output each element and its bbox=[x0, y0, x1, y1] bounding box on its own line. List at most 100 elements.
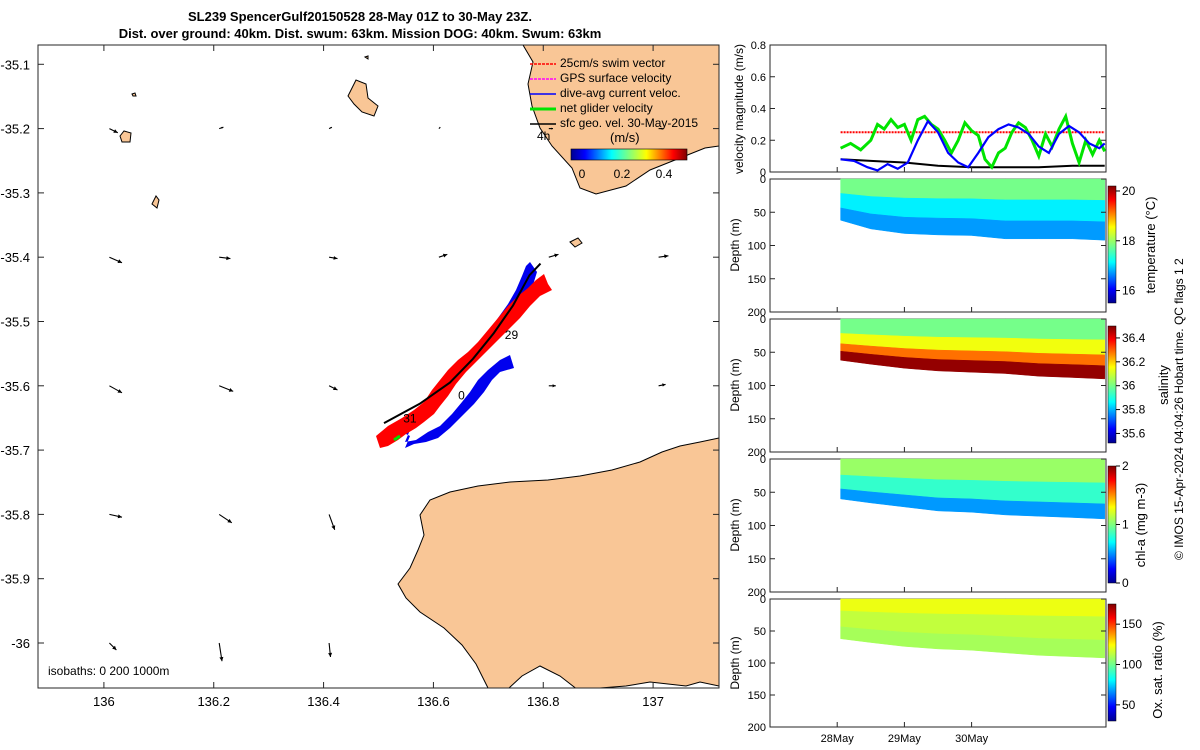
temperature-colorbar-tick-label: 18 bbox=[1122, 234, 1136, 248]
velocity-vector bbox=[219, 256, 231, 261]
island bbox=[569, 237, 583, 248]
salinity-colorbar-tick-label: 36 bbox=[1122, 379, 1136, 393]
velocity-axes-frame bbox=[769, 44, 1107, 173]
sfc-geo-velocity-vectors bbox=[109, 126, 669, 662]
map-ytick-label: -35.3 bbox=[0, 186, 30, 201]
velocity-vector bbox=[219, 126, 224, 130]
velocity-ytick-label: 0.4 bbox=[751, 104, 766, 116]
map-ytick-label: -35.4 bbox=[0, 250, 30, 265]
velocity-vector bbox=[438, 253, 448, 258]
legend-label-sfc: sfc geo. vel. 30-May-2015 bbox=[560, 116, 698, 130]
oxygen-colorbar-tick-label: 100 bbox=[1122, 658, 1142, 672]
map-ticks: 136 136.2 136.4 136.6 136.8 137 -35.1 -35.2 -35.… bbox=[0, 45, 719, 709]
map-ytick-label: -36 bbox=[11, 636, 30, 651]
colorbar-units: (m/s) bbox=[610, 130, 640, 145]
date-tick-label: 30May bbox=[955, 733, 989, 745]
velocity-ytick-label: 0.2 bbox=[751, 135, 766, 147]
series-net-glider-velocity bbox=[839, 112, 1107, 170]
chlorophyll-colorbar-tick-label: 1 bbox=[1122, 518, 1129, 532]
map-ytick-label: -35.2 bbox=[0, 122, 30, 137]
chlorophyll-ytick-label: 50 bbox=[754, 487, 766, 499]
map-xtick-label: 136.4 bbox=[307, 694, 340, 709]
date-axis: 28May 29May 30May bbox=[821, 167, 989, 745]
chlorophyll-ytick-label: 200 bbox=[748, 587, 766, 599]
island bbox=[131, 92, 137, 97]
velocity-ticks: 0 0.2 0.4 0.6 0.8 bbox=[751, 40, 1106, 179]
map-legend: 25cm/s swim vector GPS surface velocity … bbox=[530, 56, 698, 143]
salinity-ytick-label: 0 bbox=[760, 314, 766, 326]
temperature-clabel: temperature (°C) bbox=[1143, 197, 1158, 294]
series-dive-avg-current bbox=[840, 119, 1106, 172]
velocity-vector bbox=[109, 256, 123, 264]
chlorophyll-ylabel: Depth (m) bbox=[728, 498, 742, 551]
speed-colorbar: (m/s) 0 0.2 0.4 bbox=[570, 130, 688, 181]
map-ytick-label: -35.1 bbox=[0, 57, 30, 72]
salinity-colorbar-tick-label: 35.6 bbox=[1122, 426, 1146, 440]
chlorophyll-colorbar-ticks: 0 1 2 bbox=[1116, 459, 1129, 590]
velocity-vector bbox=[548, 253, 559, 258]
map-xtick-label: 137 bbox=[642, 694, 664, 709]
map-panel: 29 0 31 136 136.2 136.4 136.6 136.8 137 -35.1 -… bbox=[0, 44, 720, 709]
chlorophyll-colorbar-tick-label: 2 bbox=[1122, 459, 1129, 473]
map-xtick-label: 136 bbox=[93, 694, 115, 709]
oxygen-layer bbox=[840, 626, 1105, 659]
chlorophyll-ytick-label: 100 bbox=[748, 521, 766, 533]
credit-text: © IMOS 15-Apr-2024 04:04:26 Hobart time.… bbox=[1172, 258, 1186, 560]
temperature-colorbar-tick-label: 20 bbox=[1122, 184, 1136, 198]
figure-title-line-2: Dist. over ground: 40km. Dist. swum: 63k… bbox=[118, 26, 602, 41]
temperature-ticks: 0 50 100 150 200 bbox=[748, 174, 1106, 319]
map-ytick-label: -35.9 bbox=[0, 572, 30, 587]
oxygen-ylabel: Depth (m) bbox=[728, 636, 742, 689]
velocity-vector bbox=[438, 126, 441, 129]
salinity-colorbar-tick-label: 36.2 bbox=[1122, 355, 1146, 369]
velocity-vector bbox=[658, 383, 666, 387]
swim-vector-swath bbox=[376, 274, 552, 448]
temperature-panel: 0 50 100 150 200 Depth (m) 16 18 20 temperatur… bbox=[728, 174, 1158, 319]
salinity-ytick-label: 150 bbox=[748, 414, 766, 426]
velocity-vector bbox=[658, 254, 669, 259]
velocity-vector bbox=[548, 384, 556, 388]
glider-track-layer: 29 0 31 bbox=[376, 262, 552, 448]
temperature-section bbox=[840, 178, 1105, 241]
velocity-vector bbox=[548, 127, 553, 130]
velocity-vector bbox=[328, 514, 336, 530]
map-ytick-label: -35.5 bbox=[0, 314, 30, 329]
salinity-section bbox=[840, 318, 1105, 380]
map-axes-frame bbox=[37, 44, 720, 689]
temperature-ytick-label: 50 bbox=[754, 207, 766, 219]
oxygen-colorbar-tick-label: 50 bbox=[1122, 698, 1136, 712]
velocity-panel: 0 0.2 0.4 0.6 0.8 velocity magnitude (m/s) bbox=[732, 40, 1107, 179]
salinity-colorbar-tick-label: 35.8 bbox=[1122, 403, 1146, 417]
salinity-ytick-label: 100 bbox=[748, 381, 766, 393]
island bbox=[119, 130, 132, 143]
velocity-vector bbox=[328, 642, 333, 658]
kangaroo-island-landmass bbox=[397, 437, 719, 688]
map-xtick-label: 136.2 bbox=[197, 694, 230, 709]
oxygen-ytick-label: 100 bbox=[748, 658, 766, 670]
colorbar-tick: 0.4 bbox=[656, 167, 673, 181]
oxygen-colorbar bbox=[1107, 603, 1117, 722]
legend-label-swim: 25cm/s swim vector bbox=[560, 56, 665, 70]
day-label: 29 bbox=[505, 328, 519, 342]
oxygen-clabel: Ox. sat. ratio (%) bbox=[1150, 621, 1165, 719]
velocity-vector bbox=[218, 385, 234, 392]
chlorophyll-ticks: 0 50 100 150 200 bbox=[748, 454, 1106, 599]
velocity-vector bbox=[109, 642, 117, 651]
map-ytick-label: -35.7 bbox=[0, 443, 30, 458]
velocity-vector bbox=[109, 513, 123, 519]
oxygen-colorbar-ticks: 50 100 150 bbox=[1116, 617, 1142, 712]
salinity-panel: 0 50 100 150 200 Depth (m) 35.6 35.8 36 36.2 36.… bbox=[728, 314, 1171, 459]
salinity-ytick-label: 200 bbox=[748, 447, 766, 459]
velocity-vector bbox=[109, 385, 123, 394]
temperature-ytick-label: 0 bbox=[760, 174, 766, 186]
time-label: 4h bbox=[537, 129, 550, 143]
map-ytick-label: -35.8 bbox=[0, 507, 30, 522]
salinity-colorbar bbox=[1107, 325, 1117, 444]
figure-title-line-1: SL239 SpencerGulf20150528 28-May 01Z to … bbox=[188, 9, 532, 24]
temperature-ytick-label: 200 bbox=[748, 307, 766, 319]
temperature-ytick-label: 150 bbox=[748, 274, 766, 286]
oxygen-ticks: 0 50 100 150 200 bbox=[748, 594, 1106, 734]
day-label: 0 bbox=[458, 388, 465, 402]
colorbar-tick: 0 bbox=[579, 167, 586, 181]
